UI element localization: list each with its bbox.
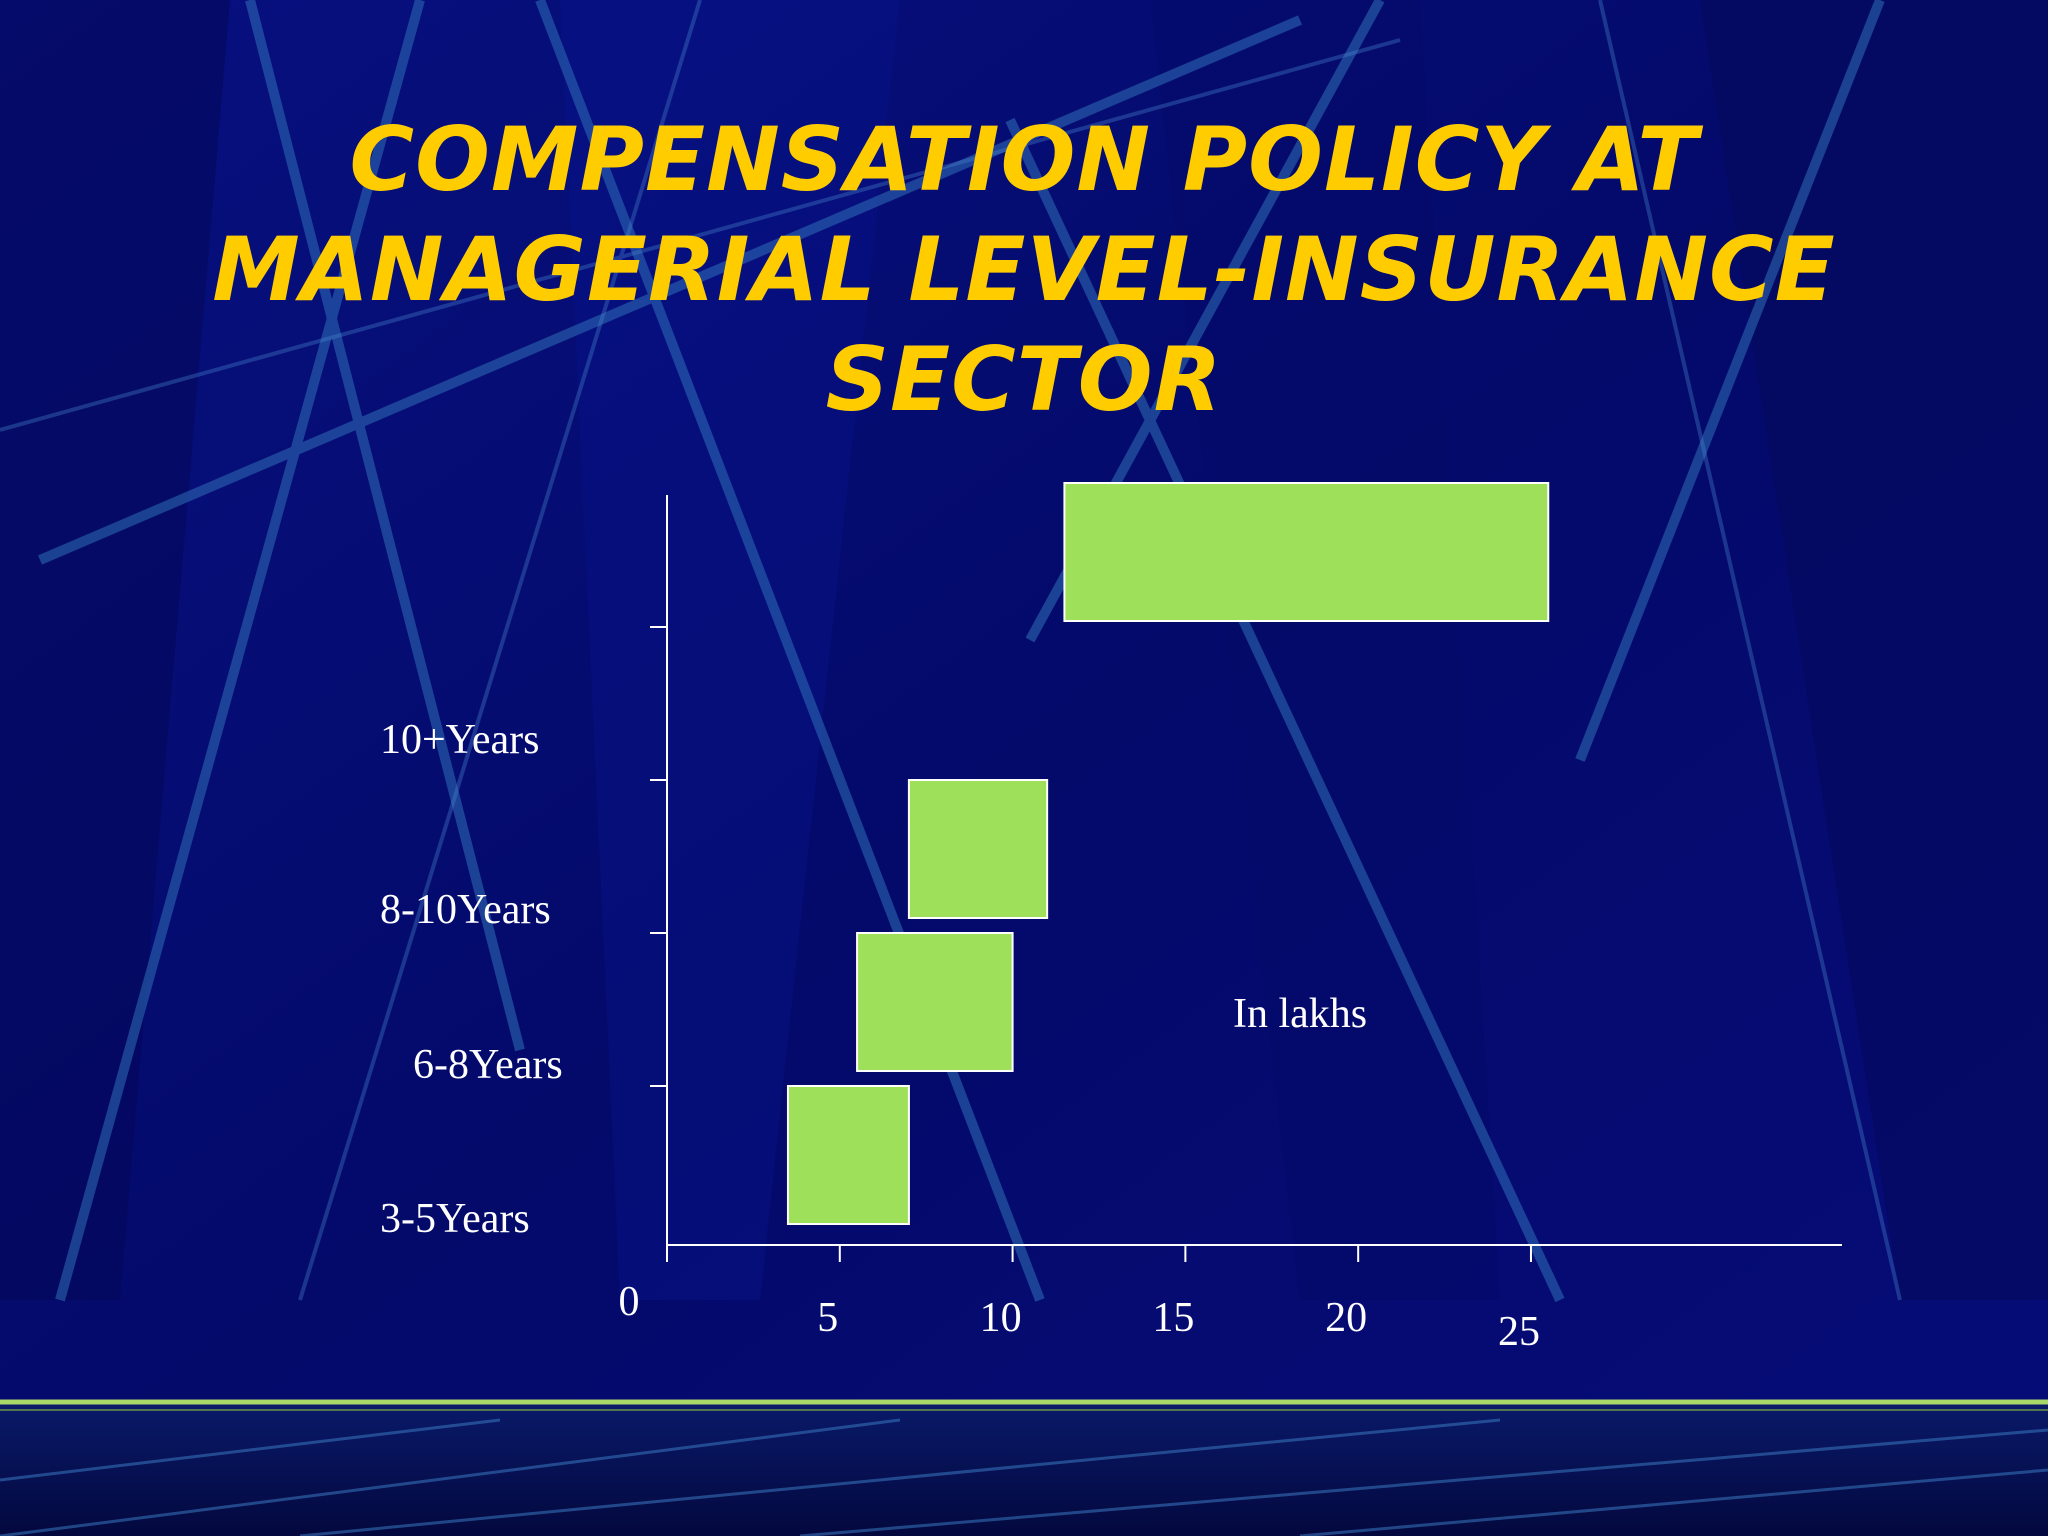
title-line-1: COMPENSATION POLICY AT (349, 108, 1699, 211)
bar-8-10years (907, 779, 1049, 919)
chart-bars (786, 482, 1550, 1225)
category-label-8-10years: 8-10Years (380, 887, 551, 933)
x-tick-label: 15 (1152, 1295, 1194, 1341)
slide-title: COMPENSATION POLICY AT MANAGERIAL LEVEL-… (0, 105, 2048, 435)
bar-6-8years (856, 932, 1014, 1072)
x-tick-label: 25 (1498, 1309, 1540, 1355)
x-tick-label: 10 (980, 1295, 1022, 1341)
bar-3-5years (786, 1085, 910, 1225)
category-label-6-8years: 6-8Years (413, 1042, 563, 1088)
title-line-2: MANAGERIAL LEVEL-INSURANCE (212, 218, 1836, 321)
units-annotation: In lakhs (1233, 991, 1367, 1037)
x-tick-label: 5 (817, 1295, 838, 1341)
category-label-10-years: 10+Years (380, 717, 539, 763)
category-label-3-5years: 3-5Years (380, 1196, 530, 1242)
chart-labels: 0 5 10 15 20 25 3-5Years 6-8Years 8-10Years 10+Ye… (380, 717, 1540, 1355)
bar-10-years (1063, 482, 1550, 622)
title-line-3: SECTOR (825, 328, 1223, 431)
x-tick-label: 0 (619, 1279, 640, 1325)
x-tick-label: 20 (1325, 1295, 1367, 1341)
chart-axes (650, 495, 1842, 1262)
